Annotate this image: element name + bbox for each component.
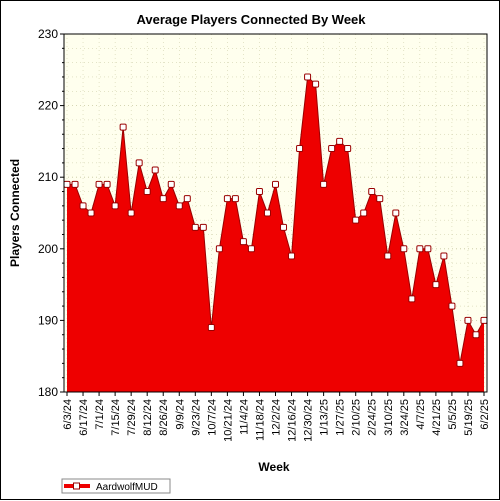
data-point: [424, 245, 432, 253]
data-point: [400, 245, 408, 253]
data-point: [119, 123, 127, 131]
x-tick-label: 6/2/25: [479, 399, 491, 430]
y-tick-label: 200: [38, 242, 58, 256]
data-point: [408, 295, 416, 303]
data-point: [448, 302, 456, 310]
legend-box: [61, 478, 171, 494]
x-tick-label: 7/1/24: [94, 399, 106, 430]
data-point: [223, 195, 231, 203]
x-tick-label: 5/5/25: [447, 399, 459, 430]
x-tick-label: 6/3/24: [62, 399, 74, 430]
x-tick-label: 2/10/25: [351, 399, 363, 436]
x-tick-label: 9/9/24: [174, 399, 186, 430]
data-point: [63, 180, 71, 188]
data-point: [151, 166, 159, 174]
data-point: [95, 180, 103, 188]
y-tick-label: 230: [38, 27, 58, 41]
x-tick-label: 1/13/25: [319, 399, 331, 436]
x-tick-label: 4/21/25: [431, 399, 443, 436]
data-point: [376, 195, 384, 203]
x-tick-label: 11/4/24: [238, 399, 250, 435]
x-tick-label: 5/19/25: [463, 399, 475, 436]
series-area: [67, 76, 484, 393]
data-point: [135, 159, 143, 167]
data-point: [352, 216, 360, 224]
x-tick-label: 1/27/25: [335, 399, 347, 436]
y-tick-label: 180: [38, 385, 58, 399]
x-tick-label: 4/7/25: [415, 399, 427, 430]
x-tick-label: 7/29/24: [126, 399, 138, 436]
data-point: [456, 359, 464, 367]
x-tick-label: 12/2/24: [271, 399, 283, 436]
y-tick-label: 220: [38, 99, 58, 113]
data-point: [167, 180, 175, 188]
data-point: [231, 195, 239, 203]
x-tick-label: 12/16/24: [287, 399, 299, 442]
data-point: [143, 188, 151, 196]
data-point: [320, 180, 328, 188]
data-point: [480, 316, 488, 324]
data-point: [272, 180, 279, 188]
data-point: [328, 145, 336, 153]
x-axis: 6/3/24 6/17/24 7/1/24 7/15/24 7/29/24 8/12/24…: [62, 392, 491, 442]
legend-marker: [73, 482, 80, 490]
y-axis-title: Players Connected: [8, 159, 22, 267]
legend: AardwolfMUD: [61, 478, 171, 494]
data-point: [127, 209, 135, 217]
data-point: [263, 209, 271, 217]
data-point: [183, 195, 191, 203]
x-tick-label: 10/7/24: [206, 399, 218, 436]
data-point: [392, 209, 400, 217]
x-tick-label: 7/15/24: [110, 399, 122, 436]
data-point: [87, 209, 95, 217]
data-point: [199, 223, 207, 231]
y-tick-label: 210: [38, 170, 58, 184]
x-tick-label: 2/24/25: [367, 399, 379, 436]
data-points: [63, 73, 488, 367]
chart-title: Average Players Connected By Week: [136, 12, 366, 27]
data-point: [344, 145, 352, 153]
data-point: [111, 202, 119, 210]
data-point: [304, 73, 312, 81]
data-point: [159, 195, 167, 203]
data-point: [79, 202, 87, 210]
data-point: [288, 252, 296, 260]
y-axis: 180 190 200 210 220 230: [38, 27, 64, 399]
data-point: [239, 238, 247, 246]
data-point: [296, 145, 304, 153]
data-point: [336, 137, 344, 145]
legend-label: AardwolfMUD: [96, 482, 158, 493]
data-point: [312, 80, 320, 88]
data-point: [215, 245, 223, 253]
data-point: [440, 252, 448, 260]
data-point: [464, 316, 472, 324]
data-point: [416, 245, 424, 253]
x-tick-label: 10/21/24: [222, 399, 234, 442]
x-tick-label: 11/18/24: [254, 399, 266, 441]
data-point: [255, 188, 263, 196]
data-point: [280, 223, 288, 231]
data-point: [103, 180, 111, 188]
y-tick-label: 190: [38, 313, 58, 327]
data-point: [207, 324, 215, 332]
data-point: [175, 202, 183, 210]
data-point: [71, 180, 79, 188]
data-point: [384, 252, 392, 260]
data-point: [368, 188, 376, 196]
data-point: [472, 331, 480, 339]
x-tick-label: 9/23/24: [190, 399, 202, 436]
x-tick-label: 3/24/25: [399, 399, 411, 436]
x-tick-label: 8/26/24: [158, 399, 170, 436]
x-tick-label: 6/17/24: [78, 399, 90, 436]
x-axis-title: Week: [258, 460, 289, 474]
data-point: [247, 245, 255, 253]
data-point: [360, 209, 368, 217]
data-point: [191, 223, 199, 231]
data-point: [432, 281, 440, 289]
x-tick-label: 3/10/25: [383, 399, 395, 436]
x-tick-label: 8/12/24: [142, 399, 154, 436]
x-tick-label: 12/30/24: [303, 399, 315, 442]
